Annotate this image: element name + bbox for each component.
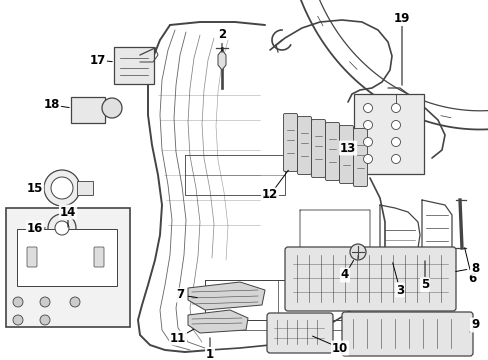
Text: 13: 13 xyxy=(339,141,355,154)
FancyBboxPatch shape xyxy=(114,47,154,84)
Polygon shape xyxy=(187,282,264,310)
FancyBboxPatch shape xyxy=(353,94,423,174)
Circle shape xyxy=(51,177,73,199)
Circle shape xyxy=(40,315,50,325)
FancyBboxPatch shape xyxy=(341,312,472,356)
FancyBboxPatch shape xyxy=(285,247,455,311)
Text: 5: 5 xyxy=(420,279,428,292)
Circle shape xyxy=(391,154,400,163)
Circle shape xyxy=(48,214,76,242)
Circle shape xyxy=(391,138,400,147)
Circle shape xyxy=(13,315,23,325)
Circle shape xyxy=(363,154,372,163)
Text: 8: 8 xyxy=(470,261,478,274)
Text: 16: 16 xyxy=(27,221,43,234)
Text: 19: 19 xyxy=(393,12,409,24)
Polygon shape xyxy=(187,310,247,333)
Text: 15: 15 xyxy=(27,181,43,194)
FancyBboxPatch shape xyxy=(353,129,367,186)
Text: 11: 11 xyxy=(169,332,186,345)
Text: 1: 1 xyxy=(205,348,214,360)
Circle shape xyxy=(70,297,80,307)
Text: 10: 10 xyxy=(331,342,347,355)
Text: 6: 6 xyxy=(467,271,475,284)
Circle shape xyxy=(363,104,372,112)
FancyBboxPatch shape xyxy=(311,120,325,177)
Circle shape xyxy=(363,138,372,147)
Text: 4: 4 xyxy=(340,269,348,282)
FancyBboxPatch shape xyxy=(94,247,104,267)
Circle shape xyxy=(102,98,122,118)
FancyBboxPatch shape xyxy=(77,181,93,195)
FancyBboxPatch shape xyxy=(283,113,297,171)
Circle shape xyxy=(363,121,372,130)
Circle shape xyxy=(349,244,365,260)
Text: 18: 18 xyxy=(44,99,60,112)
Text: 17: 17 xyxy=(90,54,106,67)
FancyBboxPatch shape xyxy=(266,313,332,353)
Text: 14: 14 xyxy=(60,206,76,219)
FancyBboxPatch shape xyxy=(27,247,37,267)
Circle shape xyxy=(40,297,50,307)
Circle shape xyxy=(391,104,400,112)
FancyBboxPatch shape xyxy=(6,208,130,327)
Circle shape xyxy=(391,121,400,130)
Circle shape xyxy=(44,170,80,206)
FancyBboxPatch shape xyxy=(17,229,117,286)
Polygon shape xyxy=(218,50,225,70)
Text: 7: 7 xyxy=(176,288,183,302)
Circle shape xyxy=(13,297,23,307)
FancyBboxPatch shape xyxy=(325,122,339,180)
Circle shape xyxy=(55,221,69,235)
FancyBboxPatch shape xyxy=(71,97,105,123)
Text: 3: 3 xyxy=(395,284,403,297)
FancyBboxPatch shape xyxy=(297,117,311,175)
Text: 9: 9 xyxy=(470,319,478,332)
FancyBboxPatch shape xyxy=(339,126,353,184)
Text: 12: 12 xyxy=(262,189,278,202)
Text: 2: 2 xyxy=(218,28,225,41)
